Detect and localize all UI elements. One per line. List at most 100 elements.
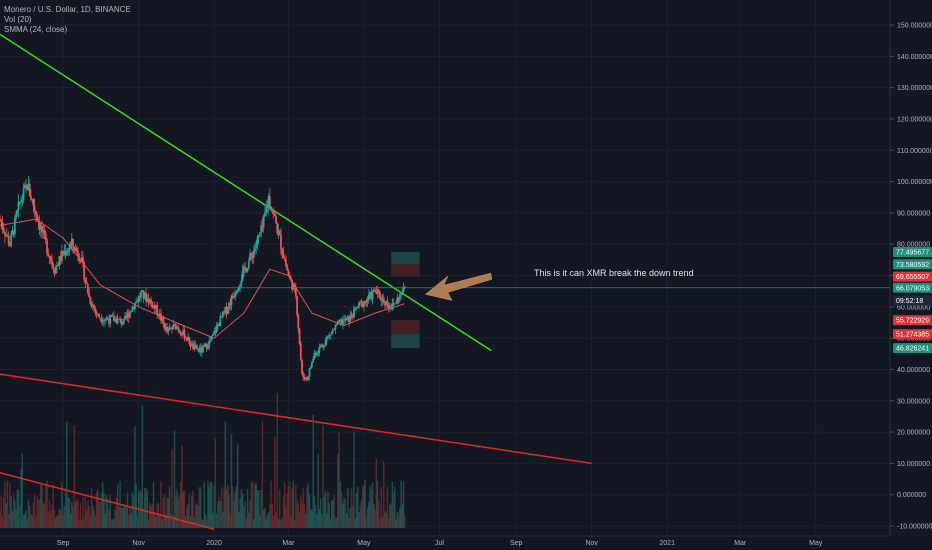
volume-bar [395, 519, 397, 528]
volume-bar [136, 515, 139, 528]
candle-body [220, 316, 223, 318]
volume-bar [72, 506, 74, 528]
candle-body [27, 183, 30, 190]
legend-smma[interactable]: SMMA (24, close) [4, 25, 68, 34]
volume-bar [129, 505, 131, 528]
volume-bar [272, 515, 275, 528]
volume-bar [390, 503, 392, 528]
candle-body [216, 324, 219, 326]
volume-bar [280, 519, 282, 528]
legend-volume[interactable]: Vol (20) [4, 15, 32, 24]
volume-bar [332, 499, 334, 528]
candle-body [57, 265, 60, 267]
candle-body [63, 251, 66, 255]
legend-symbol[interactable]: Monero / U.S. Dollar, 1D, BINANCE [4, 5, 131, 14]
time-axis[interactable]: Sep Nov 2020 Mar May Jul Sep Nov 2021 Mar May [57, 540, 823, 547]
time-tick-label: 2020 [206, 540, 222, 547]
candle-body [343, 319, 346, 321]
volume-bar [219, 501, 222, 528]
volume-bar [26, 519, 28, 528]
candle-body [137, 296, 140, 303]
time-axis-panel[interactable] [0, 536, 932, 550]
candle-body [60, 251, 63, 262]
position-tools[interactable] [391, 252, 420, 349]
candle-body [25, 184, 27, 186]
volume-bar [19, 505, 21, 528]
volume-bar [109, 494, 111, 528]
volume-bar [80, 519, 83, 528]
candle-body [119, 318, 121, 320]
candle-body [34, 211, 37, 215]
candle-body [26, 184, 29, 190]
volume-bar [111, 519, 114, 528]
candle-body [313, 353, 316, 359]
candle-body [134, 303, 136, 310]
candle-body [109, 315, 112, 324]
candle-body [64, 251, 67, 256]
annotation-arrow[interactable] [425, 272, 493, 301]
candle-body [53, 269, 56, 274]
trendlines[interactable] [0, 33, 592, 530]
volume-bar [3, 497, 5, 528]
candle-body [136, 301, 139, 303]
annotation-text[interactable]: This is it can XMR break the down trend [534, 268, 694, 278]
volume-bar [276, 393, 278, 528]
candle-body [56, 265, 58, 267]
candle-body [340, 319, 343, 325]
volume-bar [105, 494, 108, 528]
volume-bar [102, 482, 104, 528]
trendline-red[interactable] [0, 472, 215, 530]
price-badge-label: 73.580592 [896, 262, 929, 269]
candle-body [188, 337, 191, 345]
volume-bar [311, 509, 313, 528]
volume-bar [374, 510, 376, 528]
volume-bar [187, 503, 189, 528]
price-tick-label: 30.000000 [897, 398, 930, 405]
candle-body [12, 230, 15, 235]
candle-body [285, 259, 287, 266]
trendline-red[interactable] [0, 373, 592, 465]
volume-bar [383, 461, 385, 528]
candle-body [335, 324, 338, 326]
volume-bar [255, 483, 257, 528]
candle-body [98, 314, 100, 318]
volume-bar [375, 458, 378, 528]
candle-body [213, 331, 216, 334]
price-badge [893, 295, 932, 306]
candle-body [49, 257, 52, 260]
volume-bar [144, 488, 146, 528]
volume-bar [387, 517, 390, 528]
volume-bar [59, 510, 62, 528]
volume-bar [295, 484, 297, 528]
short-stop-zone[interactable] [391, 320, 420, 335]
long-stop-zone[interactable] [391, 264, 420, 277]
volume-bar [141, 405, 144, 528]
candle-body [233, 297, 235, 298]
volume-bar [73, 425, 75, 528]
candle-body [226, 309, 229, 314]
candle-body [302, 373, 305, 378]
short-target-zone[interactable] [391, 334, 420, 349]
candle-body [396, 297, 399, 304]
candle-body [358, 301, 360, 308]
candle-body [96, 314, 99, 315]
candle-body [80, 257, 83, 262]
volume-bar [298, 512, 301, 528]
long-target-zone[interactable] [391, 252, 420, 265]
candle-body [126, 313, 129, 318]
price-badges: 77.495677 73.580592 69.655507 66.079053 09:5… [893, 247, 932, 354]
volume-bar [134, 426, 136, 528]
candle-body [400, 292, 402, 295]
candle-body [268, 196, 271, 207]
volume-bar [115, 497, 118, 528]
candle-body [59, 256, 62, 262]
volume-bar [1, 516, 4, 528]
volume-bar [302, 487, 304, 528]
volume-bar [151, 504, 153, 528]
volume-bar [348, 518, 350, 528]
candle-body [367, 294, 370, 300]
trendline-green[interactable] [0, 33, 492, 352]
arrow-shape[interactable] [425, 272, 493, 301]
volume-bar [27, 500, 30, 528]
